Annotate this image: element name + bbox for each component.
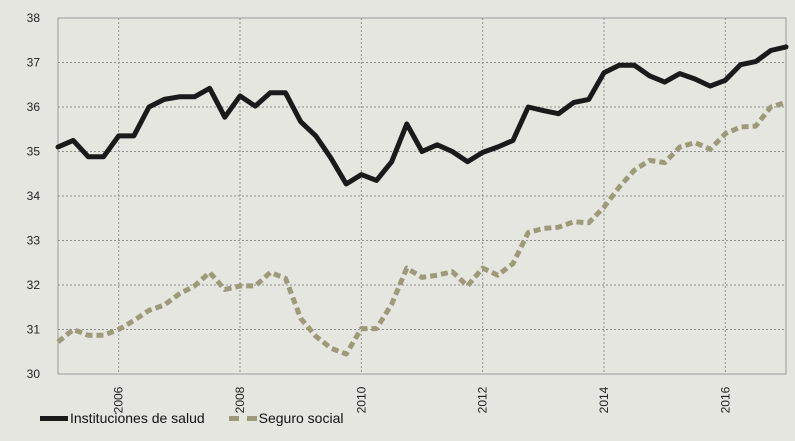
y-tick-label: 38 xyxy=(27,11,41,25)
series-lines xyxy=(55,44,789,357)
legend-label-instituciones: Instituciones de salud xyxy=(70,410,205,426)
y-tick-label: 37 xyxy=(27,56,41,70)
x-tick-label: 2012 xyxy=(476,386,490,413)
legend-item-instituciones: Instituciones de salud xyxy=(40,410,205,426)
x-tick-label: 2016 xyxy=(718,386,732,413)
series-line-instituciones xyxy=(55,44,789,187)
x-tick-label: 2006 xyxy=(112,386,126,413)
x-tick-label: 2014 xyxy=(597,386,611,413)
axis-ticks: 30 31 32 33 34 35 36 37 38 2006 2008 2010 2012 2014 20… xyxy=(27,11,733,413)
y-tick-label: 35 xyxy=(27,145,41,159)
legend-dashed-swatch xyxy=(228,415,257,421)
legend: Instituciones de salud Seguro social xyxy=(40,410,345,426)
y-tick-label: 32 xyxy=(27,278,41,292)
y-tick-label: 33 xyxy=(27,234,41,248)
y-tick-label: 34 xyxy=(27,189,41,203)
y-tick-label: 31 xyxy=(27,323,41,337)
legend-label-seguro: Seguro social xyxy=(258,410,344,426)
y-tick-label: 36 xyxy=(27,100,41,114)
grid-lines xyxy=(58,18,786,374)
x-tick-label: 2010 xyxy=(354,386,368,413)
x-tick-label: 2008 xyxy=(233,386,247,413)
legend-solid-swatch xyxy=(40,415,68,421)
legend-item-seguro: Seguro social xyxy=(228,410,344,426)
series-line-seguro xyxy=(56,100,787,357)
y-tick-label: 30 xyxy=(27,367,41,381)
